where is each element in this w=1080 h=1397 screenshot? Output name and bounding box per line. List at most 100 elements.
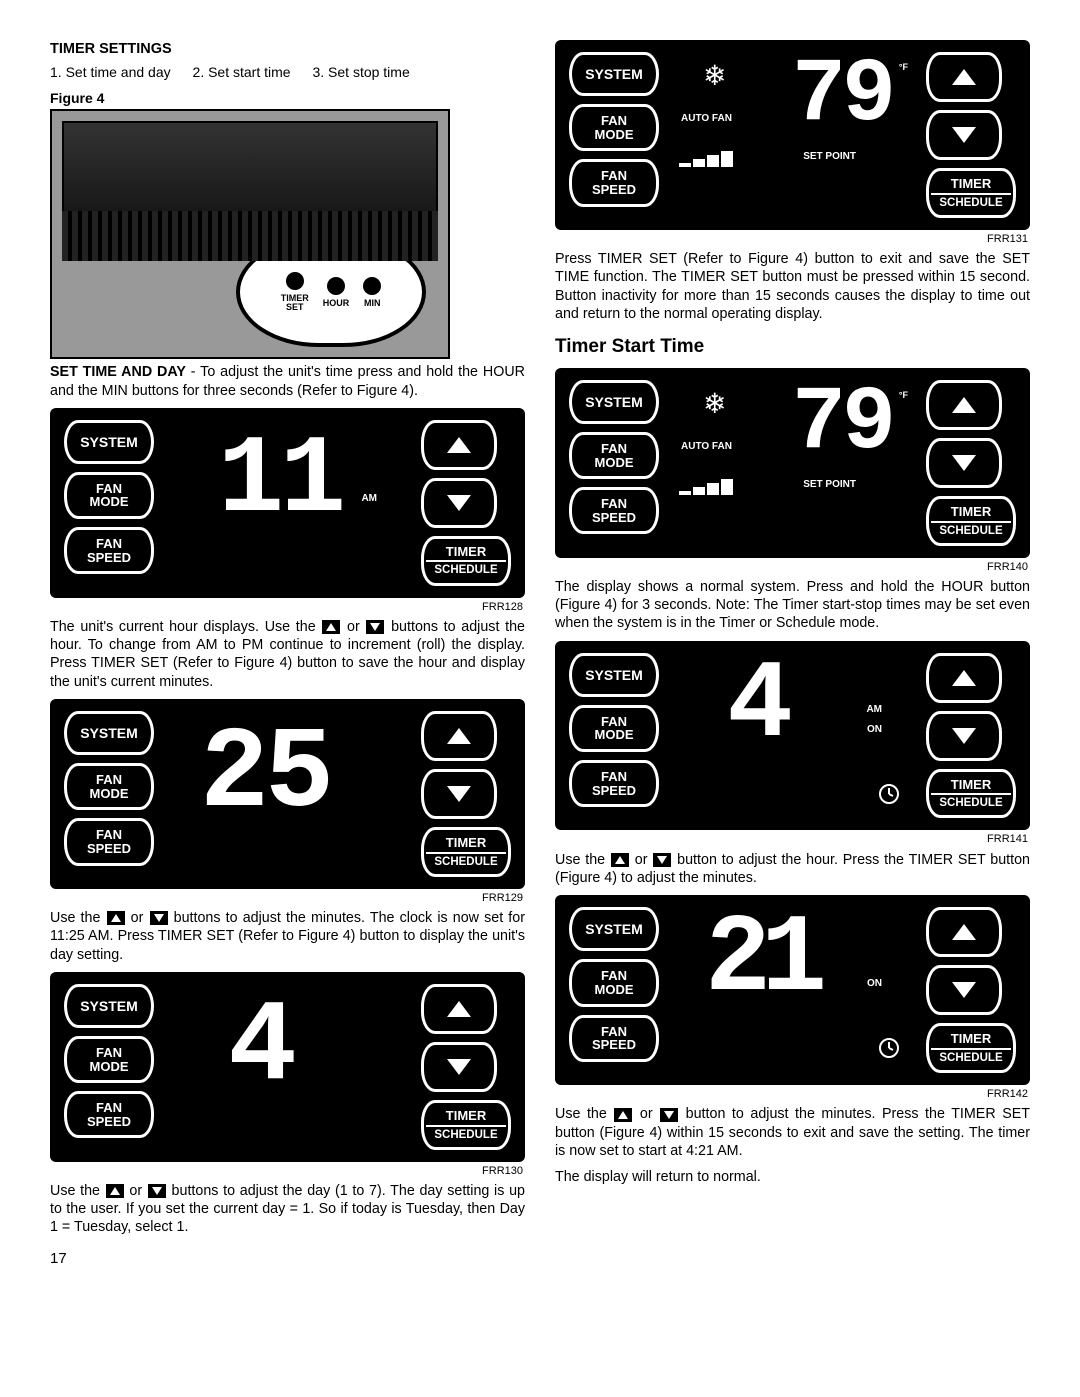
system-button[interactable]: SYSTEM [569, 380, 659, 424]
up-triangle-icon [447, 437, 471, 453]
down-button[interactable] [926, 965, 1002, 1015]
fan-mode-button[interactable]: FANMODE [569, 104, 659, 151]
panel-frr130: SYSTEM FANMODE FANSPEED 4 TIMERSCHEDULE [50, 972, 525, 1162]
display-area: 11 AM [168, 420, 407, 586]
down-triangle-icon [952, 127, 976, 143]
para-129: Use the or buttons to adjust the minutes… [50, 909, 525, 964]
system-button[interactable]: SYSTEM [64, 984, 154, 1028]
panel-frr142: SYSTEM FANMODE FANSPEED 21 ON TIMERSCHED… [555, 895, 1030, 1085]
down-arrow-icon [660, 1108, 678, 1122]
fan-speed-button[interactable]: FANSPEED [569, 487, 659, 534]
para-140: The display shows a normal system. Press… [555, 578, 1030, 633]
display-area: ❄ AUTO FAN 79 °F SET POINT [673, 52, 912, 218]
down-arrow-icon [150, 911, 168, 925]
code-131: FRR131 [555, 232, 1028, 246]
fan-mode-button[interactable]: FANMODE [64, 1036, 154, 1083]
down-button[interactable] [421, 478, 497, 528]
system-button[interactable]: SYSTEM [64, 711, 154, 755]
snowflake-icon: ❄ [703, 58, 726, 94]
fan-speed-button[interactable]: FANSPEED [64, 818, 154, 865]
clock-icon [878, 1037, 900, 1065]
up-button[interactable] [421, 711, 497, 761]
fan-speed-button[interactable]: FANSPEED [569, 1015, 659, 1062]
clock-icon [878, 783, 900, 811]
up-arrow-icon [614, 1108, 632, 1122]
para-131: Press TIMER SET (Refer to Figure 4) butt… [555, 250, 1030, 323]
code-141: FRR141 [555, 832, 1028, 846]
timer-schedule-button[interactable]: TIMERSCHEDULE [926, 496, 1016, 546]
fan-mode-button[interactable]: FANMODE [569, 432, 659, 479]
fan-speed-button[interactable]: FANSPEED [64, 1091, 154, 1138]
timer-schedule-button[interactable]: TIMERSCHEDULE [421, 1100, 511, 1150]
snowflake-icon: ❄ [703, 386, 726, 422]
page-number: 17 [50, 1249, 525, 1269]
up-button[interactable] [926, 52, 1002, 102]
setpoint-label: SET POINT [803, 478, 856, 491]
timer-settings-heading: TIMER SETTINGS [50, 40, 525, 59]
display-digits: 4 [228, 1002, 293, 1094]
para-141: Use the or button to adjust the hour. Pr… [555, 851, 1030, 888]
fan-mode-button[interactable]: FANMODE [64, 763, 154, 810]
down-button[interactable] [926, 711, 1002, 761]
up-arrow-icon [611, 853, 629, 867]
step-3: 3. Set stop time [312, 64, 409, 80]
display-area: 21 ON [673, 907, 912, 1073]
code-128: FRR128 [50, 600, 523, 614]
fan-mode-button[interactable]: FANMODE [64, 472, 154, 519]
down-button[interactable] [926, 438, 1002, 488]
down-triangle-icon [952, 455, 976, 471]
display-digits: 25 [200, 729, 330, 821]
fan-speed-button[interactable]: FANSPEED [569, 159, 659, 206]
system-button[interactable]: SYSTEM [569, 907, 659, 951]
fan-mode-button[interactable]: FANMODE [569, 705, 659, 752]
deg-f-label: °F [899, 390, 908, 402]
down-button[interactable] [926, 110, 1002, 160]
min-label: MIN [363, 299, 381, 308]
display-area: 4 AM ON [673, 653, 912, 819]
down-button[interactable] [421, 1042, 497, 1092]
fan-speed-button[interactable]: FANSPEED [64, 527, 154, 574]
panel-frr129: SYSTEM FANMODE FANSPEED 25 TIMERSCHEDULE [50, 699, 525, 889]
autofan-label: AUTO FAN [681, 112, 732, 125]
up-triangle-icon [952, 69, 976, 85]
min-callout: MIN [363, 277, 381, 308]
para-142: Use the or button to adjust the minutes.… [555, 1105, 1030, 1160]
system-button[interactable]: SYSTEM [569, 52, 659, 96]
down-arrow-icon [653, 853, 671, 867]
display-digits: 79 [792, 60, 892, 132]
system-button[interactable]: SYSTEM [569, 653, 659, 697]
fan-speed-button[interactable]: FANSPEED [569, 760, 659, 807]
up-button[interactable] [421, 984, 497, 1034]
am-indicator: AM [866, 703, 882, 716]
code-140: FRR140 [555, 560, 1028, 574]
on-indicator: ON [867, 723, 882, 736]
autofan-label: AUTO FAN [681, 440, 732, 453]
up-button[interactable] [926, 907, 1002, 957]
down-button[interactable] [421, 769, 497, 819]
deg-f-label: °F [899, 62, 908, 74]
up-arrow-icon [322, 620, 340, 634]
down-arrow-icon [366, 620, 384, 634]
fan-mode-button[interactable]: FANMODE [569, 959, 659, 1006]
system-button[interactable]: SYSTEM [64, 420, 154, 464]
timer-schedule-button[interactable]: TIMERSCHEDULE [421, 536, 511, 586]
timer-schedule-button[interactable]: TIMERSCHEDULE [926, 1023, 1016, 1073]
zoom-callout: TIMERSET HOUR MIN [236, 237, 426, 347]
panel-frr131: SYSTEM FANMODE FANSPEED ❄ AUTO FAN 79 °F… [555, 40, 1030, 230]
code-129: FRR129 [50, 891, 523, 905]
timer-set-dot-icon [286, 272, 304, 290]
timer-schedule-button[interactable]: TIMERSCHEDULE [926, 769, 1016, 819]
up-button[interactable] [926, 380, 1002, 430]
timer-settings-steps: 1. Set time and day 2. Set start time 3.… [50, 63, 525, 81]
up-button[interactable] [926, 653, 1002, 703]
up-triangle-icon [952, 397, 976, 413]
down-triangle-icon [447, 1059, 471, 1075]
timer-set-callout: TIMERSET [281, 272, 309, 312]
display-digits: 79 [792, 388, 892, 460]
up-button[interactable] [421, 420, 497, 470]
timer-schedule-button[interactable]: TIMERSCHEDULE [421, 827, 511, 877]
timer-schedule-button[interactable]: TIMERSCHEDULE [926, 168, 1016, 218]
code-142: FRR142 [555, 1087, 1028, 1101]
display-area: ❄ AUTO FAN 79 °F SET POINT [673, 380, 912, 546]
down-triangle-icon [447, 495, 471, 511]
